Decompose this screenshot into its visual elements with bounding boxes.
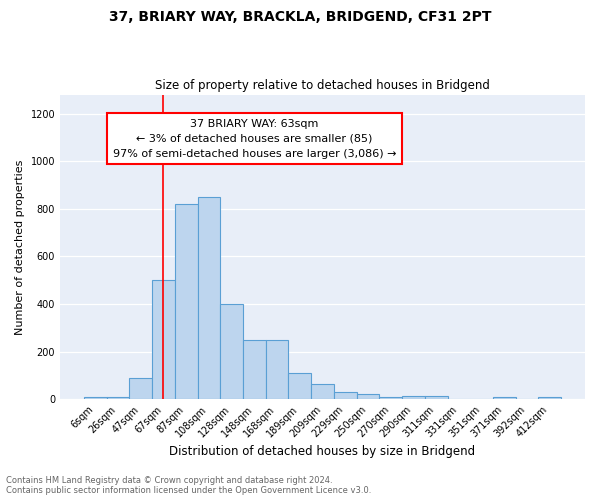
Bar <box>334 392 356 399</box>
Bar <box>538 397 561 399</box>
Bar <box>402 396 425 399</box>
Bar <box>289 373 311 399</box>
Bar <box>152 280 175 399</box>
Text: Contains HM Land Registry data © Crown copyright and database right 2024.
Contai: Contains HM Land Registry data © Crown c… <box>6 476 371 495</box>
Bar <box>425 396 448 399</box>
Text: 37, BRIARY WAY, BRACKLA, BRIDGEND, CF31 2PT: 37, BRIARY WAY, BRACKLA, BRIDGEND, CF31 … <box>109 10 491 24</box>
Bar <box>197 197 220 399</box>
Bar <box>379 397 402 399</box>
Bar <box>243 340 266 399</box>
Bar <box>311 384 334 399</box>
Text: 37 BRIARY WAY: 63sqm
← 3% of detached houses are smaller (85)
97% of semi-detach: 37 BRIARY WAY: 63sqm ← 3% of detached ho… <box>113 119 396 158</box>
Bar <box>356 394 379 399</box>
Bar <box>493 397 515 399</box>
Bar <box>84 397 107 399</box>
Bar <box>220 304 243 399</box>
Bar <box>107 397 130 399</box>
Bar <box>175 204 197 399</box>
Title: Size of property relative to detached houses in Bridgend: Size of property relative to detached ho… <box>155 79 490 92</box>
Bar <box>266 340 289 399</box>
X-axis label: Distribution of detached houses by size in Bridgend: Distribution of detached houses by size … <box>169 444 476 458</box>
Bar <box>130 378 152 399</box>
Y-axis label: Number of detached properties: Number of detached properties <box>15 159 25 334</box>
